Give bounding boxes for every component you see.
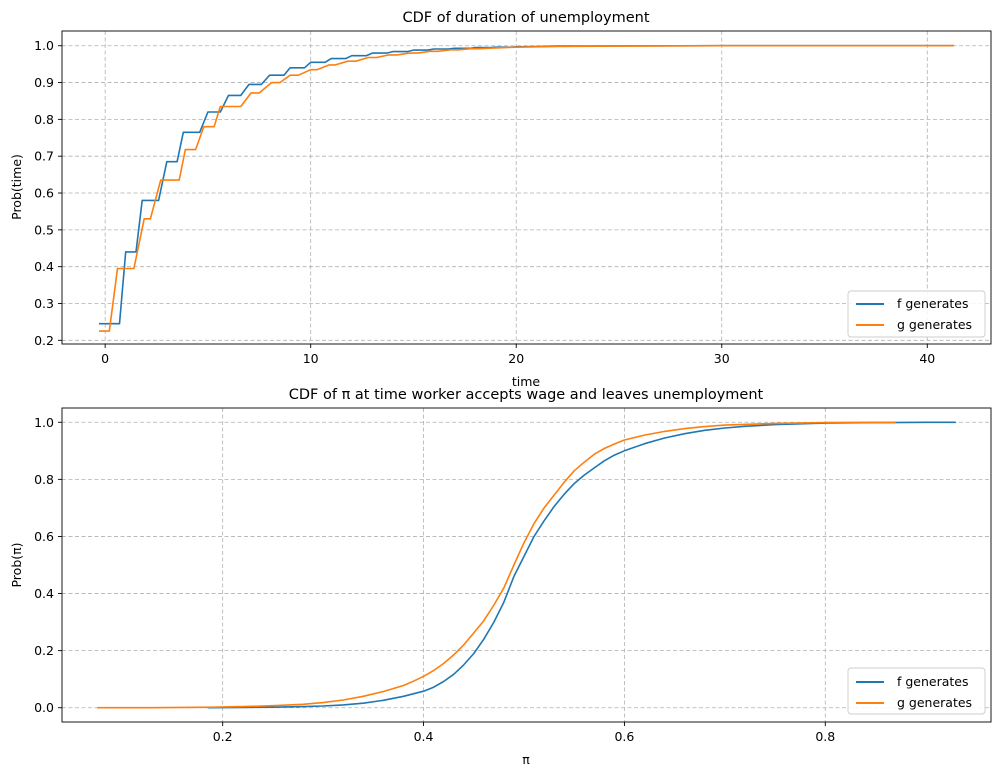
grid <box>62 31 991 344</box>
x-tick-label: 10 <box>303 351 319 366</box>
axes-frame <box>61 30 992 345</box>
series-line-g-generates <box>97 421 896 709</box>
y-tick-label: 0.6 <box>34 529 54 544</box>
x-axis-label: time <box>512 374 541 389</box>
legend-label-g: g generates <box>897 695 972 710</box>
series-line-f-generates <box>207 421 956 709</box>
x-tick-label: 0.8 <box>815 729 835 744</box>
y-tick-label: 0.8 <box>34 112 54 127</box>
x-tick-label: 0.2 <box>213 729 233 744</box>
y-tick-label: 0.2 <box>34 643 54 658</box>
y-tick-label: 0.6 <box>34 186 54 201</box>
axis-ticks: 0.2 0.4 0.6 0.8 0.0 0.2 0.4 0.6 0.8 1.0 <box>34 415 835 744</box>
chart-title: CDF of duration of unemployment <box>402 10 649 26</box>
axes-frame <box>61 407 992 723</box>
y-tick-label: 0.4 <box>34 259 54 274</box>
y-tick-label: 0.8 <box>34 472 54 487</box>
y-tick-label: 0.3 <box>34 296 54 311</box>
legend-label-g: g generates <box>897 317 972 332</box>
x-tick-label: 0.4 <box>414 729 434 744</box>
y-axis-label: Prob(time) <box>9 154 24 220</box>
x-tick-label: 30 <box>714 351 730 366</box>
y-tick-label: 0.0 <box>34 700 54 715</box>
y-tick-label: 0.5 <box>34 222 54 237</box>
unemployment-duration-cdf-chart: CDF of duration of unemployment time Pro… <box>9 10 992 389</box>
y-tick-label: 0.2 <box>34 333 54 348</box>
legend-label-f: f generates <box>897 296 969 311</box>
pi-acceptance-cdf-chart: CDF of π at time worker accepts wage and… <box>9 387 992 767</box>
legend: f generates g generates <box>847 290 986 338</box>
axis-ticks: 0 10 20 30 40 0.2 0.3 0.4 0.5 0.6 0.7 0.8 0.9 1.0 <box>34 38 935 366</box>
x-tick-label: 40 <box>919 351 935 366</box>
x-tick-label: 20 <box>508 351 524 366</box>
y-tick-label: 1.0 <box>34 415 54 430</box>
y-tick-label: 0.9 <box>34 75 54 90</box>
y-tick-label: 0.7 <box>34 149 54 164</box>
plot-area <box>99 44 954 332</box>
x-tick-label: 0 <box>101 351 109 366</box>
plot-area <box>97 421 956 709</box>
y-tick-label: 0.4 <box>34 586 54 601</box>
legend: f generates g generates <box>847 667 986 715</box>
y-tick-label: 1.0 <box>34 38 54 53</box>
legend-label-f: f generates <box>897 674 969 689</box>
x-axis-label: π <box>522 752 530 767</box>
x-tick-label: 0.6 <box>614 729 634 744</box>
y-axis-label: Prob(π) <box>9 542 24 587</box>
series-line-g-generates <box>99 44 954 332</box>
chart-title: CDF of π at time worker accepts wage and… <box>289 387 764 403</box>
